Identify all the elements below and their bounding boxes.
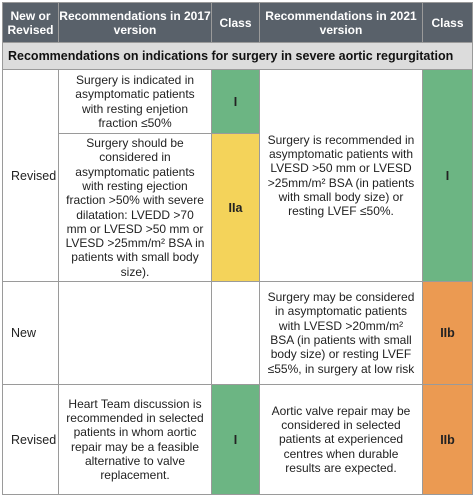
rec-2017-text: Surgery should be considered in asymptom… <box>58 133 212 282</box>
class-2021-badge: IIb <box>422 281 473 385</box>
class-2021-badge: IIb <box>422 384 473 495</box>
header-rec-2017: Recommendations in 2017 version <box>58 2 212 43</box>
class-2017-badge <box>211 281 260 385</box>
header-row: New or Revised Recommendations in 2017 v… <box>2 2 473 43</box>
rec-2017-text: Heart Team discussion is recommended in … <box>58 384 212 495</box>
table-row: Revised Surgery is indicated in asymptom… <box>2 69 473 282</box>
class-2017-badge: I <box>211 384 260 495</box>
header-rec-2021: Recommendations in 2021 version <box>259 2 423 43</box>
rec-2021-text: Aortic valve repair may be considered in… <box>259 384 423 495</box>
rec-2017-text <box>58 281 212 385</box>
section-title: Recommendations on indications for surge… <box>2 42 473 70</box>
table-row: Revised Heart Team discussion is recomme… <box>2 384 473 495</box>
rec-2021-text: Surgery is recommended in asymptomatic p… <box>259 69 423 282</box>
header-class-2021: Class <box>422 2 473 43</box>
section-row: Recommendations on indications for surge… <box>2 42 473 70</box>
rec-2017-text: Surgery is indicated in asymptomatic pat… <box>58 69 212 134</box>
header-new-or-revised: New or Revised <box>2 2 59 43</box>
class-2021-badge: I <box>422 69 473 282</box>
class-2017-badge: I <box>211 69 260 134</box>
rec-2021-text: Surgery may be considered in asymptomati… <box>259 281 423 385</box>
header-class-2017: Class <box>211 2 260 43</box>
table-row: New Surgery may be considered in asympto… <box>2 281 473 385</box>
row-type: New <box>2 281 59 385</box>
row-type: Revised <box>2 384 59 495</box>
class-2017-badge: IIa <box>211 133 260 282</box>
table-row: Surgery should be considered in asymptom… <box>3 133 473 282</box>
row-type: Revised <box>2 69 59 282</box>
